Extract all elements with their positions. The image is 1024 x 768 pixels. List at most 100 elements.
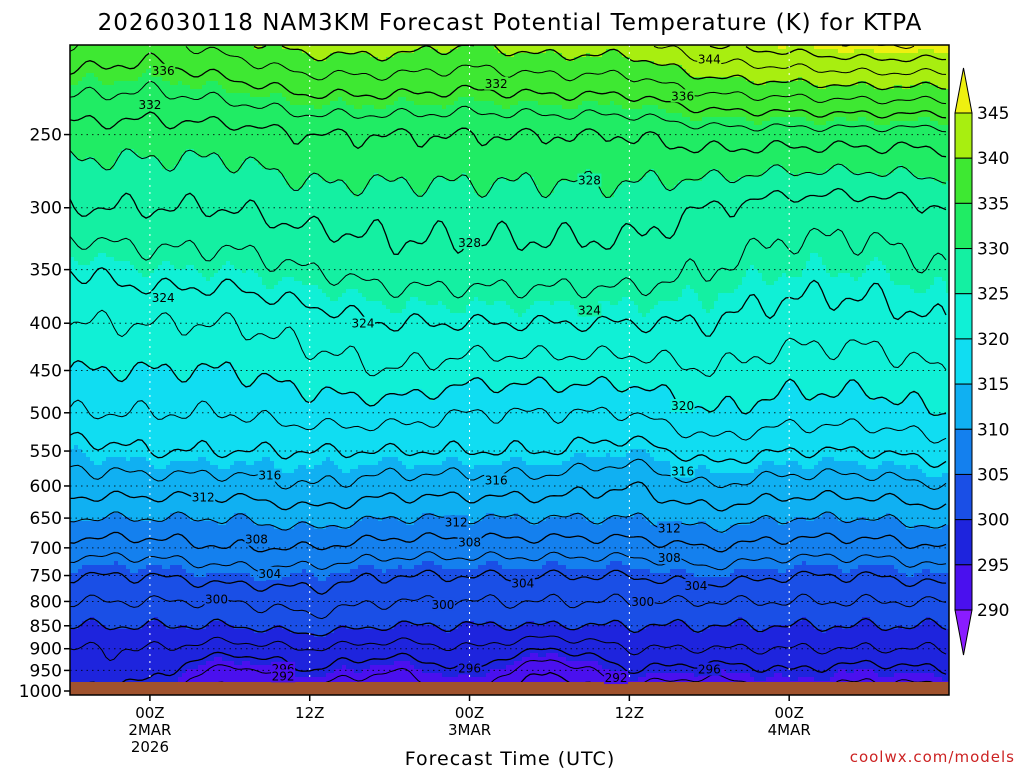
- x-tick-label: 12Z: [615, 704, 644, 722]
- contour-label: 336: [151, 64, 175, 78]
- y-tick-label: 550: [30, 442, 62, 462]
- contour-label: 300: [431, 598, 455, 612]
- contour-label-text: 308: [245, 533, 268, 547]
- contour-label-text: 332: [138, 98, 161, 112]
- contour-label: 332: [138, 98, 162, 112]
- contour-label-text: 312: [445, 515, 468, 529]
- colorbar-segment: [955, 429, 972, 474]
- contour-label: 292: [604, 671, 628, 685]
- contour-label-text: 304: [258, 567, 281, 581]
- colorbar-label: 290: [977, 601, 1009, 621]
- contour-label-text: 296: [698, 663, 721, 677]
- contour-label-text: 292: [605, 671, 628, 685]
- colorbar-label: 335: [977, 194, 1009, 214]
- contour-label-text: 300: [431, 598, 454, 612]
- y-tick-label: 300: [30, 199, 62, 219]
- contour-label-text: 296: [458, 661, 481, 675]
- contour-label-text: 312: [192, 491, 215, 505]
- y-tick-label: 950: [30, 661, 62, 681]
- contour-label: 296: [458, 661, 482, 675]
- contour-label-text: 328: [458, 236, 481, 250]
- contour-label: 308: [657, 551, 681, 565]
- y-tick-label: 400: [30, 314, 62, 334]
- y-tick-label: 900: [30, 640, 62, 660]
- x-tick-label: 2MAR: [128, 721, 171, 739]
- y-tick-label: 700: [30, 539, 62, 559]
- contour-label-text: 300: [205, 592, 228, 606]
- colorbar-label: 310: [977, 420, 1009, 440]
- contour-label: 308: [458, 536, 482, 550]
- contour-label-text: 316: [485, 473, 508, 487]
- contour-label-text: 316: [258, 469, 281, 483]
- x-tick-label: 00Z: [774, 704, 803, 722]
- colorbar-bottom-arrow: [955, 610, 972, 655]
- x-tick-label: 00Z: [135, 704, 164, 722]
- contour-label: 324: [151, 291, 175, 305]
- colorbar-segment: [955, 474, 972, 519]
- contour-label-text: 316: [671, 464, 694, 478]
- colorbar-label: 295: [977, 556, 1009, 576]
- y-tick-label: 600: [30, 477, 62, 497]
- y-tick-label: 500: [30, 404, 62, 424]
- colorbar-top-arrow: [955, 68, 972, 113]
- contour-label-text: 308: [658, 551, 681, 565]
- contour-label-text: 332: [485, 77, 508, 91]
- contour-label: 304: [511, 576, 535, 590]
- y-tick-label: 650: [30, 509, 62, 529]
- contour-label: 316: [484, 473, 508, 487]
- contour-label: 304: [258, 567, 282, 581]
- contour-label: 312: [444, 515, 468, 529]
- contour-label: 292: [271, 669, 295, 683]
- chart-title: 2026030118 NAM3KM Forecast Potential Tem…: [98, 10, 923, 36]
- x-tick-label: 00Z: [455, 704, 484, 722]
- contour-label-text: 336: [152, 64, 175, 78]
- x-tick-label: 4MAR: [768, 721, 811, 739]
- x-tick-label: 3MAR: [448, 721, 491, 739]
- contour-label-text: 344: [698, 52, 721, 66]
- contour-label: 328: [577, 174, 601, 188]
- colorbar-segment: [955, 339, 972, 384]
- contour-label-text: 336: [671, 89, 694, 103]
- y-axis: 2503003504004505005506006507007508008509…: [19, 126, 70, 702]
- contour-label-text: 324: [578, 303, 601, 317]
- contour-label-text: 300: [631, 595, 654, 609]
- contour-label: 324: [577, 303, 601, 317]
- contour-label: 320: [671, 399, 695, 413]
- contour-label-text: 308: [458, 536, 481, 550]
- contour-label: 296: [697, 663, 721, 677]
- contour-label: 312: [191, 491, 215, 505]
- x-tick-label: 2026: [131, 738, 169, 756]
- y-tick-label: 250: [30, 126, 62, 146]
- colorbar-label: 330: [977, 240, 1009, 260]
- colorbar-segment: [955, 158, 972, 203]
- y-tick-label: 800: [30, 592, 62, 612]
- colorbar-label: 320: [977, 330, 1009, 350]
- contour-label-text: 312: [658, 521, 681, 535]
- colorbar-segment: [955, 203, 972, 248]
- contour-label-text: 324: [352, 317, 375, 331]
- colorbar-label: 300: [977, 511, 1009, 531]
- contour-label: 336: [671, 89, 695, 103]
- contour-label: 344: [697, 52, 721, 66]
- colorbar-label: 305: [977, 465, 1009, 485]
- y-tick-label: 350: [30, 261, 62, 281]
- contour-label-text: 324: [152, 291, 175, 305]
- contour-label: 324: [351, 317, 375, 331]
- contour-label-text: 328: [578, 174, 601, 188]
- colorbar-segment: [955, 520, 972, 565]
- contour-label: 316: [258, 469, 282, 483]
- colorbar-segment: [955, 113, 972, 158]
- x-axis-label: Forecast Time (UTC): [405, 748, 615, 768]
- potential-temperature-chart: 2026030118 NAM3KM Forecast Potential Tem…: [0, 0, 1024, 768]
- colorbar-segment: [955, 384, 972, 429]
- contour-label: 300: [631, 595, 655, 609]
- contour-label: 308: [244, 533, 268, 547]
- colorbar-segment: [955, 294, 972, 339]
- colorbar-label: 315: [977, 375, 1009, 395]
- contour-label: 304: [684, 579, 708, 593]
- contour-fill: [70, 45, 951, 698]
- colorbar-label: 345: [977, 104, 1009, 124]
- y-tick-label: 450: [30, 361, 62, 381]
